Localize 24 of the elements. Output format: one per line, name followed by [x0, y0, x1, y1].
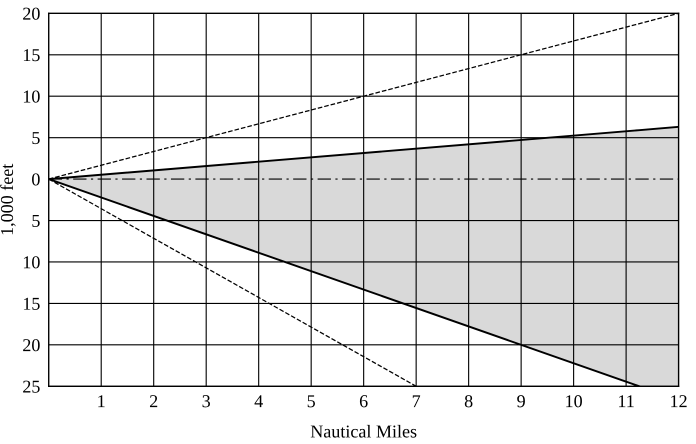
y-tick-label: 10	[24, 90, 40, 103]
y-tick-label: 5	[32, 132, 40, 144]
x-tick-label: 12	[671, 395, 687, 408]
y-tick-label: 0	[32, 173, 40, 186]
x-tick-label: 8	[464, 395, 472, 408]
y-tick-label: 20	[23, 339, 40, 352]
y-tick-label: 25	[23, 380, 40, 393]
x-tick-label: 3	[202, 395, 210, 408]
y-tick-label: 10	[24, 256, 40, 268]
x-tick-label: 11	[619, 395, 634, 408]
x-tick-label: 5	[308, 395, 315, 408]
y-tick-label: 15	[24, 298, 40, 310]
y-tick-label: 15	[24, 49, 40, 62]
y-tick-label: 5	[32, 214, 40, 227]
y-tick-label: 20	[23, 8, 40, 20]
x-tick-label: 1	[98, 395, 105, 408]
x-tick-label: 2	[150, 395, 158, 408]
x-tick-label: 9	[517, 395, 525, 408]
x-tick-label: 4	[254, 395, 263, 408]
x-tick-label: 7	[412, 395, 420, 408]
x-axis-title: Nautical Miles	[310, 424, 416, 438]
x-tick-label: 6	[360, 395, 368, 408]
y-axis-title: 1,000 feet	[0, 164, 16, 234]
x-tick-label: 10	[566, 395, 582, 408]
